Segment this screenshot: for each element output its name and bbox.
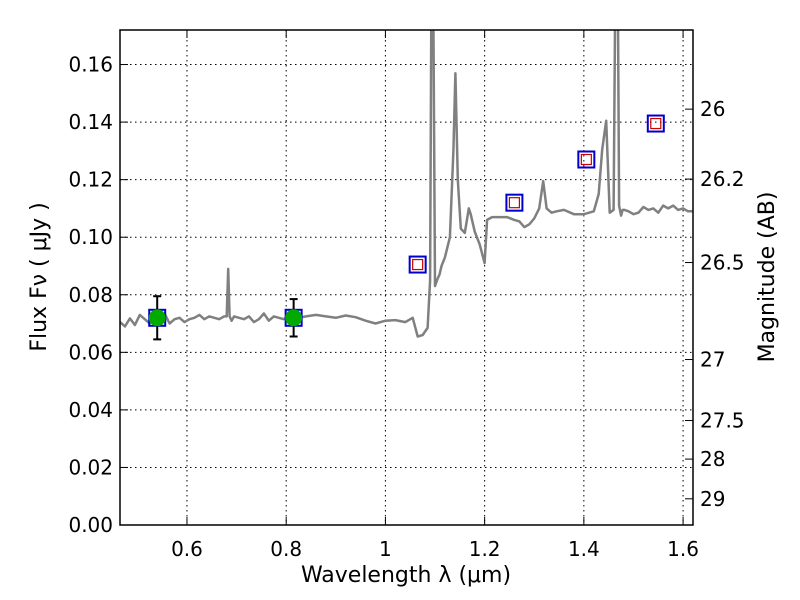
y-axis-label: Flux Fν ( μJy ) [27, 202, 52, 351]
spectrum-layer [120, 30, 693, 338]
model-square-outer [505, 193, 524, 212]
y-tick-label: 0.12 [68, 168, 113, 192]
x-tick-label: 1.6 [667, 537, 699, 561]
y-tick-label: 0.16 [68, 53, 113, 77]
y-tick-label: 0.10 [68, 225, 113, 249]
right-tick-label: 27.5 [700, 409, 745, 433]
plot-frame [119, 29, 694, 526]
model-square-inner [412, 258, 424, 271]
x-axis-label: Wavelength λ (μm) [301, 563, 511, 588]
right-magnitude-tick-labels: 26 26.2 26.5 27 27.5 28 29 [700, 97, 745, 511]
right-tick-label: 26.5 [700, 251, 745, 275]
x-tick-labels: 0.6 0.8 1 1.2 1.4 1.6 [171, 537, 699, 561]
y-tick-label: 0.06 [68, 340, 113, 364]
y-tick-label: 0.14 [68, 110, 113, 134]
right-tick-label: 26.2 [700, 167, 745, 191]
spectrum-line [120, 30, 693, 338]
model-square-outer [646, 114, 665, 133]
right-axis-label: Magnitude (AB) [755, 192, 780, 363]
photometry-markers [148, 114, 665, 341]
model-square-inner [508, 197, 521, 209]
y-tick-labels: 0.00 0.02 0.04 0.06 0.08 0.10 0.12 0.14 0.16 [68, 53, 113, 537]
observed-point [285, 309, 303, 327]
x-tick-label: 1 [379, 537, 392, 561]
y-tick-label: 0.02 [68, 455, 113, 479]
axis-ticks [120, 30, 693, 526]
right-tick-label: 28 [700, 447, 725, 471]
y-tick-label: 0.00 [68, 513, 113, 537]
model-square-inner [580, 153, 592, 166]
grid-lines [120, 30, 693, 525]
right-tick-label: 29 [700, 487, 725, 511]
model-square-outer [577, 150, 596, 169]
x-tick-label: 0.8 [270, 537, 302, 561]
observed-point [148, 309, 166, 327]
model-square-inner [650, 117, 662, 130]
y-tick-label: 0.08 [68, 283, 113, 307]
model-square-outer [408, 255, 427, 274]
right-tick-label: 27 [700, 348, 725, 372]
x-tick-label: 0.6 [171, 537, 203, 561]
y-tick-label: 0.04 [68, 398, 113, 422]
x-tick-label: 1.2 [469, 537, 501, 561]
right-tick-label: 26 [700, 97, 725, 121]
x-tick-label: 1.4 [568, 537, 600, 561]
